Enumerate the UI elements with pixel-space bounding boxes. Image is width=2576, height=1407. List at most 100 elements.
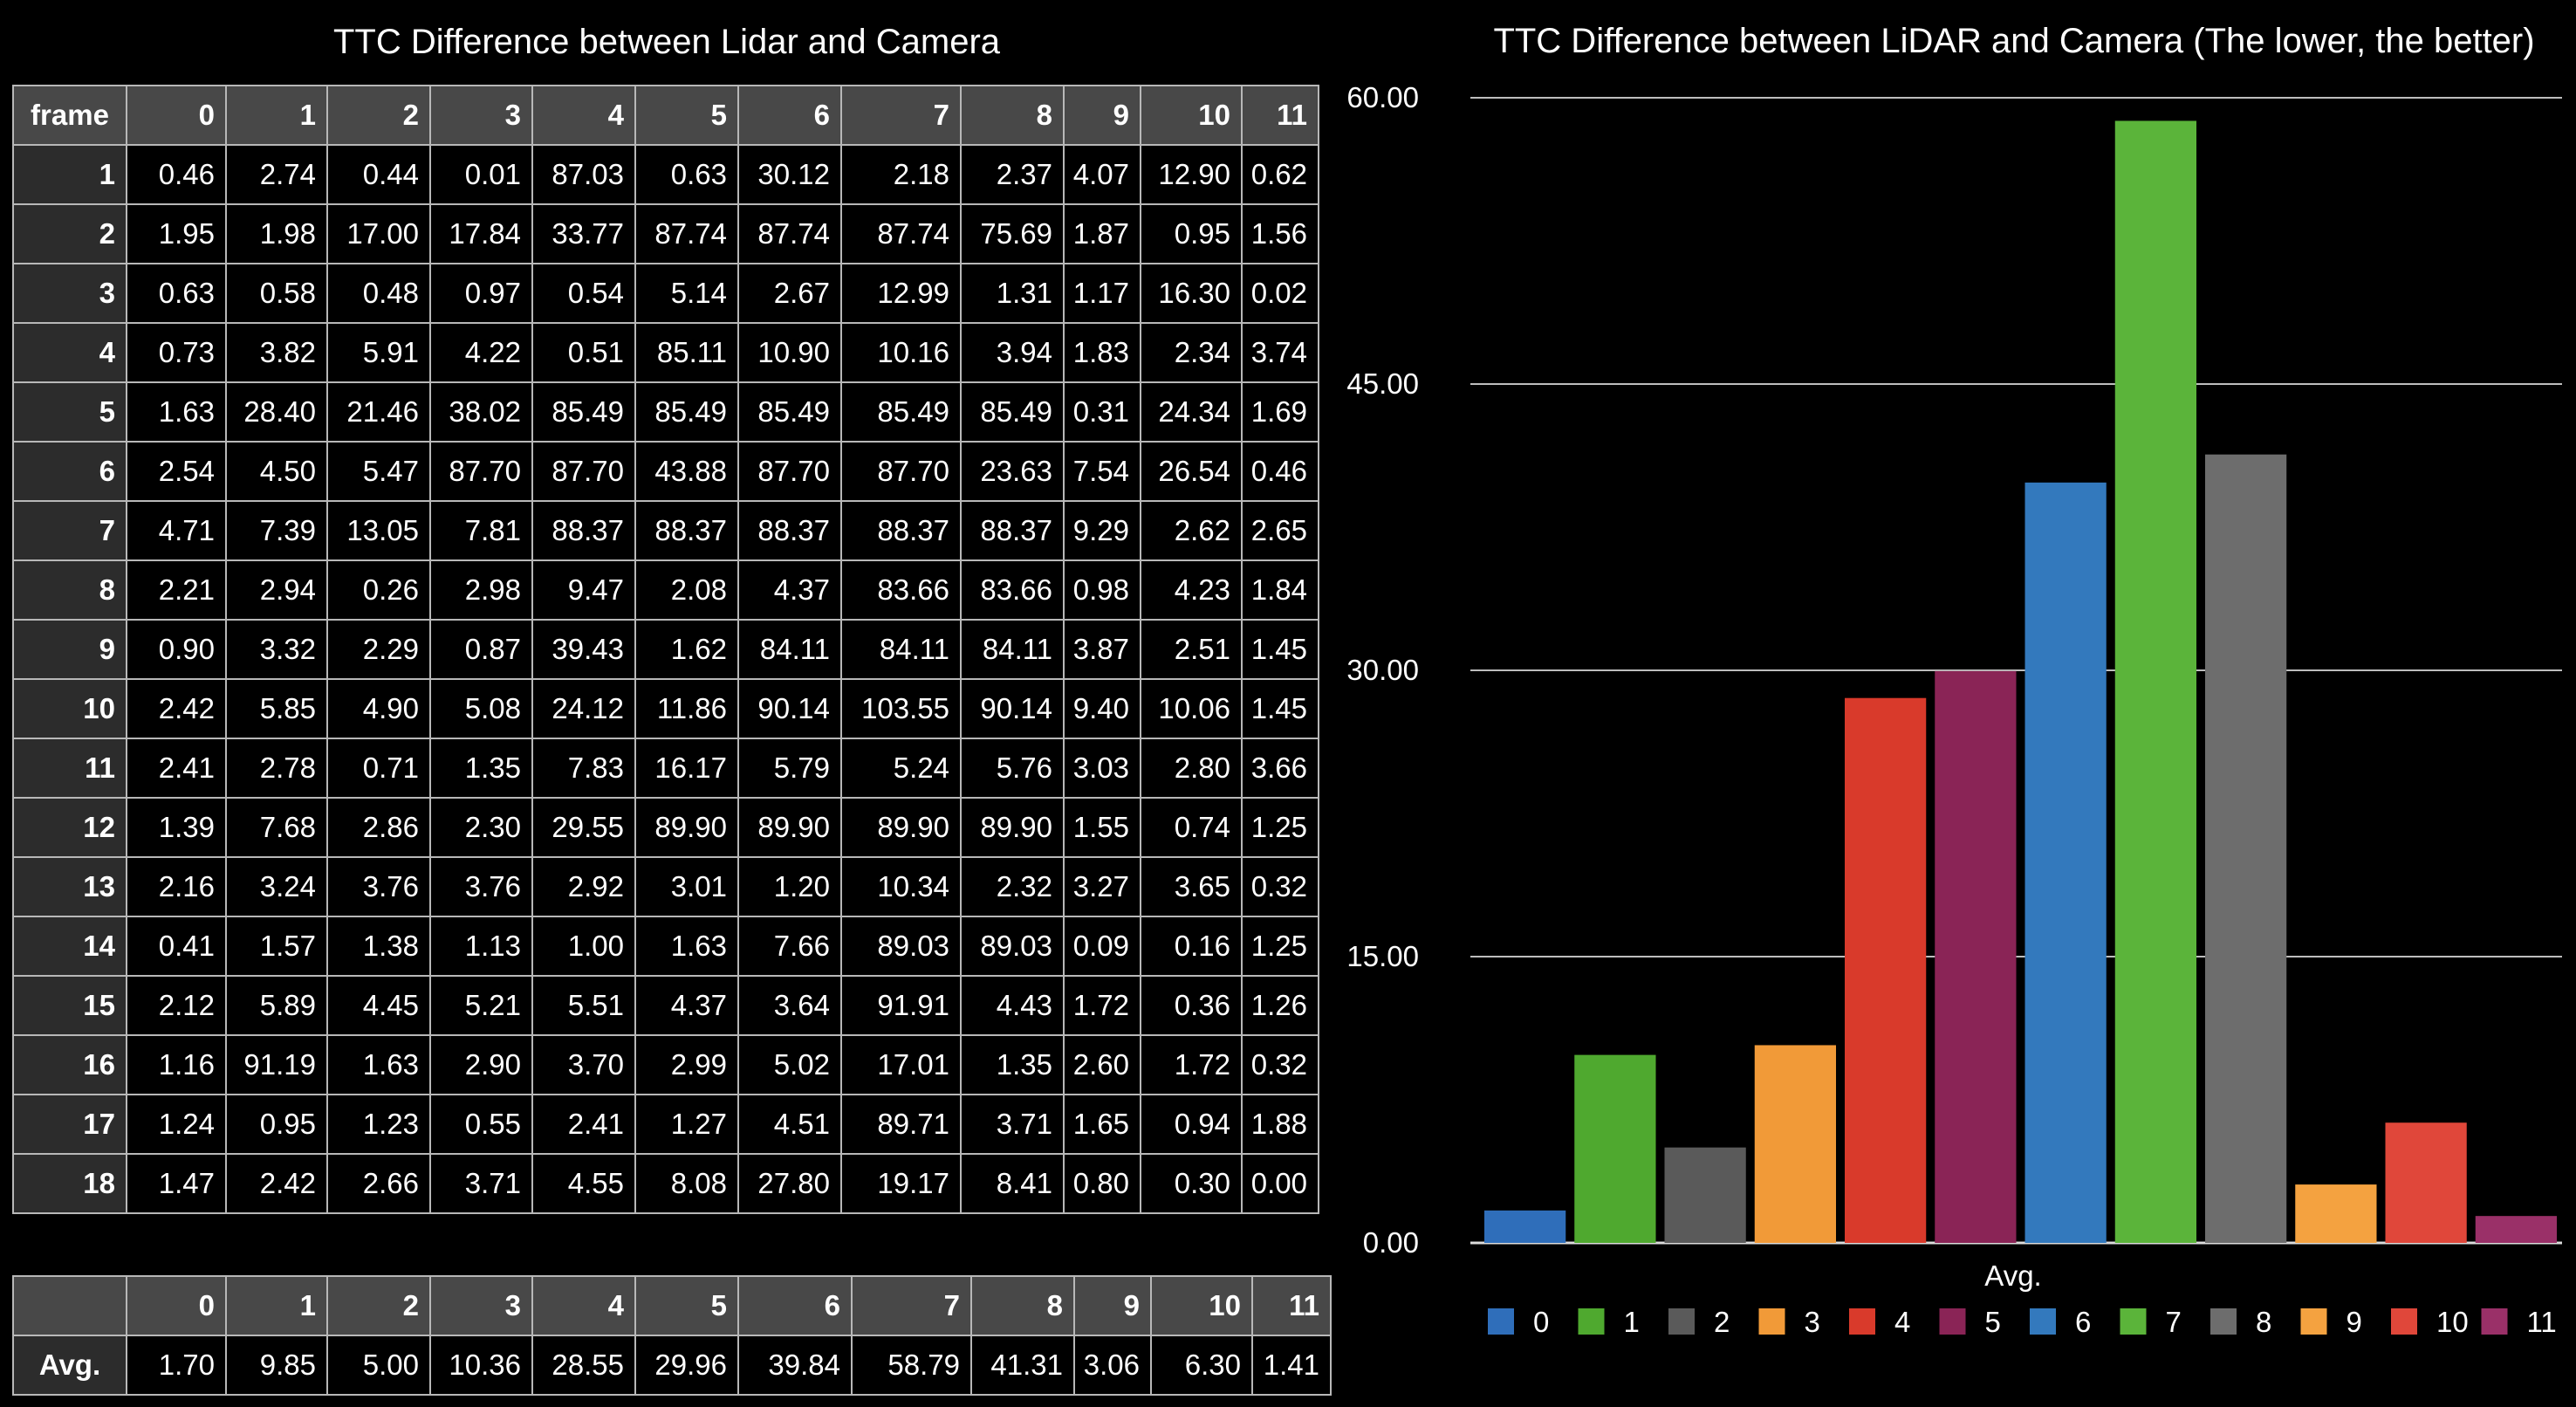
table-cell: 0.54 [531,263,636,324]
table-row: 11 2.41 2.78 0.71 1.35 7.83 16.17 5.79 5.24 5.76 3… [12,738,1319,799]
table-cell: 5.02 [737,1034,842,1095]
table-cell: 2.90 [429,1034,533,1095]
legend-swatch [2120,1308,2147,1335]
bar-series-5 [1935,670,2017,1243]
average-header-cell: 0 [126,1275,227,1336]
table-cell: 3.94 [960,322,1065,383]
table-cell: 2.94 [225,559,328,621]
table-cell: 1.69 [1241,381,1319,443]
table-cell: 5.85 [225,678,328,739]
table-cell: 2.99 [634,1034,739,1095]
table-cell: 0.51 [531,322,636,383]
legend-label: 9 [2346,1306,2362,1338]
table-cell: 12.90 [1140,144,1243,205]
table-cell: 1.57 [225,916,328,977]
table-cell: 88.37 [634,500,739,561]
table-cell: 0.94 [1140,1094,1243,1155]
table-cell: 1.55 [1063,797,1141,858]
table-cell: 2.34 [1140,322,1243,383]
legend-item: 1 [1578,1306,1640,1338]
frame-number-cell: 16 [12,1034,127,1095]
frame-number-cell: 6 [12,441,127,502]
frame-number-cell: 17 [12,1094,127,1155]
bar-series-6 [2024,482,2107,1243]
table-cell: 3.01 [634,856,739,917]
table-cell: 0.73 [126,322,227,383]
table-cell: 0.41 [126,916,227,977]
header-cell: 2 [326,85,431,146]
legend-item: 5 [1939,1306,2001,1338]
table-cell: 89.03 [960,916,1065,977]
legend-label: 7 [2166,1306,2182,1338]
table-cell: 1.31 [960,263,1065,324]
legend-item: 6 [2030,1306,2091,1338]
bar-series-10 [2385,1122,2467,1243]
table-cell: 87.74 [840,203,962,264]
table-cell: 0.32 [1241,1034,1319,1095]
table-cell: 1.13 [429,916,533,977]
table-cell: 87.03 [531,144,636,205]
legend-swatch [2391,1308,2417,1335]
table-cell: 4.23 [1140,559,1243,621]
table-cell: 5.14 [634,263,739,324]
legend-label: 3 [1805,1306,1820,1338]
table-cell: 8.08 [634,1153,739,1214]
table-cell: 0.63 [634,144,739,205]
table-cell: 3.74 [1241,322,1319,383]
table-cell: 7.54 [1063,441,1141,502]
average-cell: 41.31 [970,1335,1075,1396]
table-cell: 1.25 [1241,797,1319,858]
table-cell: 2.86 [326,797,431,858]
table-cell: 88.37 [737,500,842,561]
bar-series-9 [2295,1184,2377,1243]
table-cell: 2.42 [126,678,227,739]
table-cell: 1.65 [1063,1094,1141,1155]
average-cell: 28.55 [531,1335,636,1396]
table-cell: 5.76 [960,738,1065,799]
table-cell: 87.74 [634,203,739,264]
legend-swatch [2210,1308,2237,1335]
table-row: 8 2.21 2.94 0.26 2.98 9.47 2.08 4.37 83.66 83.66 0… [12,559,1319,621]
average-header-cell: 4 [531,1275,636,1336]
table-cell: 1.72 [1140,1034,1243,1095]
header-cell: 4 [531,85,636,146]
table-cell: 88.37 [531,500,636,561]
x-axis-label: Avg. [1984,1259,2041,1292]
table-cell: 1.95 [126,203,227,264]
table-cell: 9.47 [531,559,636,621]
table-row: 4 0.73 3.82 5.91 4.22 0.51 85.11 10.90 10.16 3.94… [12,322,1319,383]
table-cell: 3.66 [1241,738,1319,799]
frame-number-cell: 2 [12,203,127,264]
table-cell: 85.49 [531,381,636,443]
table-cell: 24.12 [531,678,636,739]
frame-number-cell: 15 [12,975,127,1036]
frame-number-cell: 1 [12,144,127,205]
legend-swatch [1849,1308,1875,1335]
header-cell: 0 [126,85,227,146]
legend-item: 9 [2300,1306,2362,1338]
bar-series-8 [2205,454,2287,1243]
table-cell: 89.03 [840,916,962,977]
legend-swatch [1939,1308,1966,1335]
table-cell: 28.40 [225,381,328,443]
table-cell: 3.71 [429,1153,533,1214]
table-cell: 27.80 [737,1153,842,1214]
table-cell: 91.91 [840,975,962,1036]
table-cell: 10.90 [737,322,842,383]
table-row: 16 1.16 91.19 1.63 2.90 3.70 2.99 5.02 17.01 1.35… [12,1034,1319,1095]
table-cell: 89.90 [737,797,842,858]
header-cell: 6 [737,85,842,146]
table-cell: 1.45 [1241,619,1319,680]
table-cell: 29.55 [531,797,636,858]
table-cell: 2.18 [840,144,962,205]
table-cell: 10.06 [1140,678,1243,739]
legend-swatch [1578,1308,1605,1335]
average-header-row: 0 1 2 3 4 5 6 7 8 9 10 11 [12,1275,1332,1336]
table-row: 2 1.95 1.98 17.00 17.84 33.77 87.74 87.74 87.74 7… [12,203,1319,264]
average-header-cell: 2 [326,1275,431,1336]
table-cell: 3.24 [225,856,328,917]
legend-label: 0 [1533,1306,1549,1338]
table-cell: 0.44 [326,144,431,205]
table-cell: 1.25 [1241,916,1319,977]
table-cell: 90.14 [960,678,1065,739]
